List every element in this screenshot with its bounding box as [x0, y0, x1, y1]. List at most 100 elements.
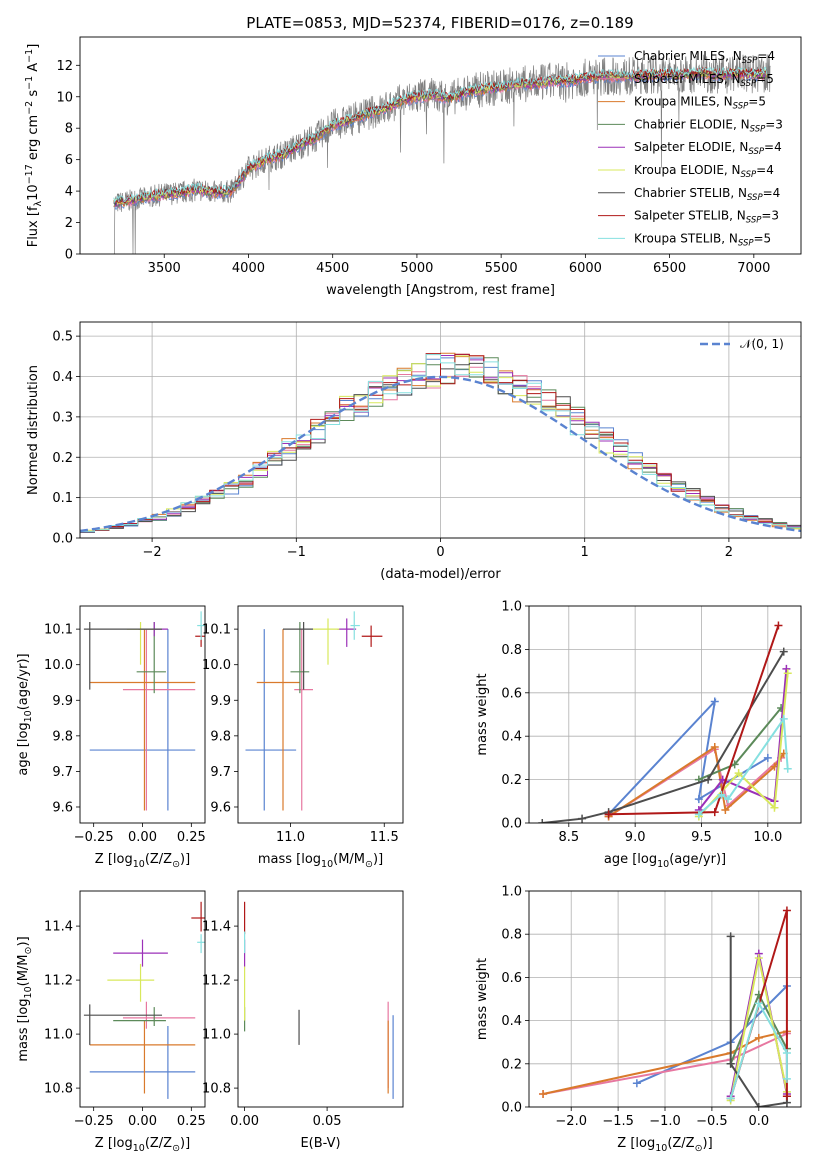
y-tick-label: 11.2 [44, 974, 73, 989]
axes-frame [528, 605, 802, 824]
legend-label-main: Salpeter ELODIE, N [634, 140, 748, 154]
weight-marker [710, 743, 719, 752]
legend-label-sub: SSP [750, 124, 766, 134]
y-tick-label: 11.0 [202, 1028, 231, 1043]
label-part: Z [log [95, 1136, 133, 1151]
model-spectrum-6 [113, 68, 767, 206]
y-tick-label: 0.6 [501, 971, 522, 986]
label-script: 10 [655, 1143, 667, 1154]
y-tick-label: 10.0 [202, 658, 231, 673]
legend-label-tail: =4 [763, 186, 781, 200]
y-tick-label: 1.0 [501, 600, 522, 615]
y-tick-label: 0.4 [501, 1014, 522, 1029]
weight-marker [754, 1103, 763, 1107]
x-tick-label: −0.5 [696, 1114, 728, 1129]
weight-marker [754, 953, 763, 962]
plot-area-weight_vs_age [538, 621, 792, 823]
label-part: Flux [f [26, 206, 41, 247]
y-axis-label: Normed distribution [26, 365, 41, 495]
x-axis-label: (data-model)/error [380, 567, 501, 582]
label-script: ⊙ [365, 859, 373, 870]
y-tick-label: 11.4 [44, 920, 73, 935]
weight-marker [782, 1074, 791, 1083]
legend-label-2: Kroupa MILES, NSSP=5 [634, 95, 766, 112]
axes-mass_vs_Z: −0.25 0.00 0.25 10.8 11.0 11.2 11.4 Z [log10​(Z… [16, 890, 206, 1154]
axes-age_vs_mass: 11.0 11.5 9.6 9.7 9.8 9.9 10.0 10.1 mass [log10​… [202, 605, 404, 870]
x-tick-label: 3500 [148, 261, 181, 276]
legend-label-sub: SSP [742, 56, 758, 66]
x-axis-label: Z [log10​(Z/Z⊙​)] [95, 1136, 190, 1154]
x-tick-label: 6500 [653, 261, 686, 276]
x-tick-label: −2 [143, 545, 162, 560]
x-axis-label: age [log10​(age/yr)] [604, 852, 726, 870]
legend-label-main: Kroupa ELODIE, N [634, 163, 741, 177]
y-tick-label: 6 [65, 153, 73, 168]
label-script: ⊙ [23, 947, 34, 955]
label-part: wavelength [Angstrom, rest frame] [326, 283, 555, 298]
legend-label-sub: SSP [733, 102, 749, 112]
axes-frame [528, 890, 802, 1108]
label-part: )] [16, 936, 31, 946]
legend-label-tail: =5 [754, 231, 772, 245]
label-part: (Z/Z [145, 852, 172, 867]
label-part: erg cm [26, 115, 41, 164]
y-axis-label: age [log10​(age/yr)] [16, 653, 34, 775]
weight-marker [726, 1059, 735, 1068]
x-tick-label: 8.5 [558, 830, 579, 845]
axes-weight_vs_age: 8.5 9.0 9.5 10.0 0.0 0.2 0.4 0.6 0.8 1.0 age [log1… [475, 600, 802, 870]
label-script: 10 [657, 859, 669, 870]
weight-marker [763, 753, 772, 762]
weight-marker [538, 819, 547, 823]
weight-marker [694, 810, 703, 819]
x-tick-label: 6000 [569, 261, 602, 276]
label-part: Z [log [617, 1136, 655, 1151]
x-axis-label: wavelength [Angstrom, rest frame] [326, 283, 555, 298]
y-tick-label: 10.1 [44, 623, 73, 638]
plot-area-residuals [80, 352, 801, 534]
y-tick-label: 11.2 [202, 974, 231, 989]
x-tick-label: 11.0 [276, 830, 305, 845]
label-script: −1 [24, 76, 35, 90]
observed-spectrum-line [113, 54, 771, 254]
weight-marker [578, 814, 587, 823]
label-part: (Z/Z [145, 1136, 172, 1151]
y-tick-label: 1.0 [501, 885, 522, 900]
weight-marker [721, 805, 730, 814]
y-axis-label: mass weight [475, 673, 490, 755]
x-tick-label: 11.5 [370, 830, 399, 845]
weight-marker [754, 1033, 763, 1042]
y-tick-label: 11.4 [202, 920, 231, 935]
label-part: )] [703, 1136, 713, 1151]
y-tick-label: 9.9 [52, 694, 73, 709]
label-part: )] [180, 852, 190, 867]
legend-label-1: Salpeter MILES, NSSP=5 [634, 72, 774, 89]
weight-marker [782, 664, 791, 673]
y-tick-label: 9.6 [52, 800, 73, 815]
axes-age_vs_Z: −0.25 0.00 0.259.69.79.89.910.010.1Z [log1… [16, 605, 206, 870]
label-script: −17 [24, 164, 35, 184]
axes-frame [79, 321, 802, 539]
weight-marker [726, 1094, 735, 1103]
y-tick-label: 9.8 [210, 729, 231, 744]
label-part: ] [26, 44, 41, 49]
x-tick-label: −2.0 [555, 1114, 587, 1129]
axes-frame [237, 605, 404, 824]
x-tick-label: −0.25 [74, 830, 114, 845]
y-tick-label: 0.2 [52, 451, 73, 466]
label-script: −1 [24, 49, 35, 63]
y-tick-label: 4 [65, 185, 73, 200]
model-spectrum-8 [113, 66, 767, 204]
weight-line-4 [698, 668, 788, 811]
label-part: mass weight [475, 958, 490, 1040]
plot-area-spectrum [113, 54, 771, 254]
x-axis-label: mass [log10​(M/M⊙​)] [258, 852, 383, 870]
figure-title: PLATE=0853, MJD=52374, FIBERID=0176, z=0… [246, 14, 633, 32]
legend-label-main: Chabrier ELODIE, N [634, 117, 750, 131]
label-part: (M/M [16, 954, 31, 986]
x-tick-label: 5500 [485, 261, 518, 276]
y-tick-label: 9.9 [210, 694, 231, 709]
y-tick-label: 10.8 [202, 1082, 231, 1097]
y-tick-label: 0.0 [501, 817, 522, 832]
y-tick-label: 0.3 [52, 410, 73, 425]
y-tick-label: 0.4 [52, 370, 73, 385]
